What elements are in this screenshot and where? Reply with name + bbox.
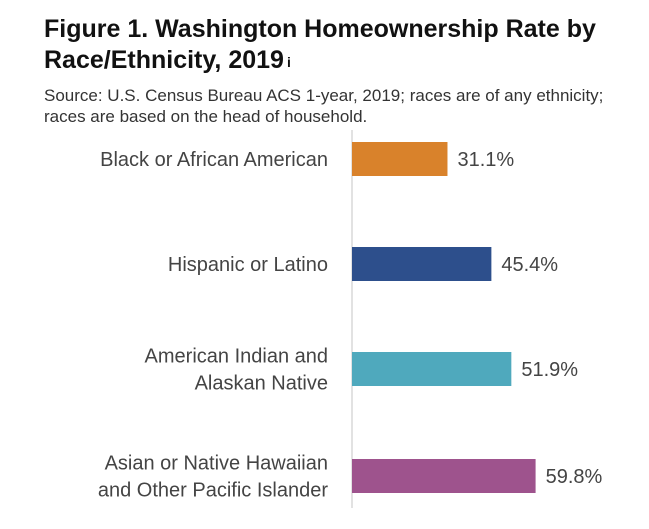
category-label: Alaskan Native: [195, 373, 328, 395]
bar: [352, 142, 448, 176]
title-footnote-marker: i: [286, 54, 291, 70]
bar: [352, 352, 512, 386]
data-label: 45.4%: [501, 254, 558, 276]
chart-title: Figure 1. Washington Homeownership Rate …: [44, 14, 649, 76]
bar: [352, 247, 492, 281]
chart-source-note: Source: U.S. Census Bureau ACS 1-year, 2…: [44, 86, 604, 126]
bar: [352, 459, 536, 493]
data-label: 59.8%: [546, 466, 603, 488]
category-label: Black or African American: [100, 149, 328, 171]
data-label: 31.1%: [457, 149, 514, 171]
data-label: 51.9%: [521, 359, 578, 381]
title-text: Figure 1. Washington Homeownership Rate …: [44, 15, 596, 74]
category-label: Asian or Native Hawaiian: [105, 453, 328, 475]
category-label: Hispanic or Latino: [168, 254, 328, 276]
category-label: and Other Pacific Islander: [98, 480, 328, 502]
category-label: American Indian and: [145, 346, 328, 368]
